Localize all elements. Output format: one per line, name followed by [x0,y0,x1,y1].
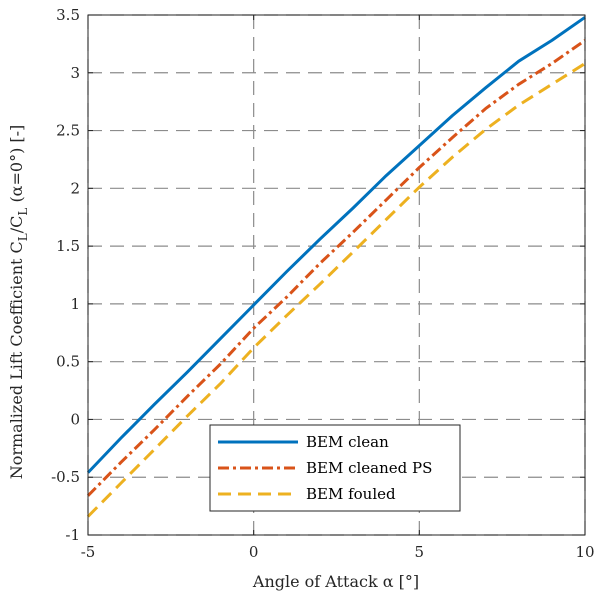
y-tick-label: -1 [65,526,80,544]
y-tick-label: 2 [70,179,80,197]
legend-box [209,424,461,512]
legend-label: BEM fouled [306,485,396,503]
x-tick-label: 10 [575,543,594,561]
legend: BEM clean BEM cleaned PS BEM fouled [209,424,461,512]
series-line-1 [86,16,586,474]
y-tick-label: 3 [70,64,80,82]
series-line-2 [86,39,586,497]
y-tick-label: 1 [70,295,80,313]
y-tick-label: 0 [70,410,80,428]
y-tick-label: 0.5 [56,353,80,371]
series-line-3 [86,62,586,518]
axes [87,14,586,536]
x-tick-label: 5 [415,543,425,561]
y-tick-label: 3.5 [56,6,80,24]
tick-labels: -1 -0.5 0 0.5 1 1.5 2 2.5 3 3.5 -5 0 5 10 [51,6,594,561]
legend-label: BEM clean [306,433,389,451]
series-lines [86,16,586,518]
plot-frame [87,14,586,536]
x-tick-label: 0 [249,543,259,561]
y-axis-label: Normalized Lift Coefficient CL/CL (α=0°)… [7,125,30,480]
y-tick-label: 2.5 [56,122,80,140]
x-axis-label: Angle of Attack α [°] [252,572,419,591]
y-tick-label: 1.5 [56,237,80,255]
legend-label: BEM cleaned PS [306,459,432,477]
x-tick-label: -5 [81,543,96,561]
y-tick-label: -0.5 [51,468,80,486]
